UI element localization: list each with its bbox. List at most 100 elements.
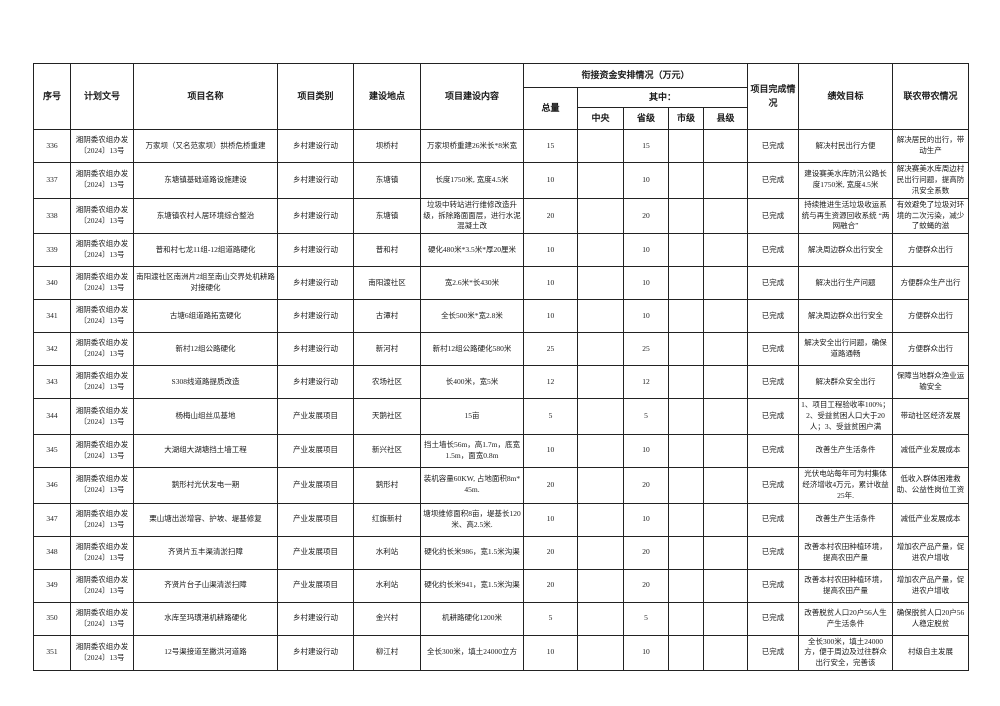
cell-farmer-linkage: 方便群众生产出行 — [892, 266, 970, 301]
table-row: 336 湘阴委农组办发〔2024〕13号 万家坝（又名范家坝）拱桥危桥重建 乡村… — [33, 129, 970, 163]
cell-project-category: 乡村建设行动 — [277, 129, 354, 163]
cell-total-amount: 5 — [523, 601, 578, 636]
cell-completion-status: 已完成 — [747, 601, 800, 636]
cell-provincial: 12 — [623, 365, 669, 400]
cell-completion-status: 已完成 — [747, 162, 800, 199]
cell-city — [668, 197, 704, 235]
cell-construction-content: 15亩 — [420, 398, 524, 435]
cell-farmer-linkage: 方便群众出行 — [892, 332, 970, 367]
cell-farmer-linkage: 减低产业发展成本 — [892, 433, 970, 468]
cell-performance-goal: 解决村民出行方便 — [798, 129, 894, 163]
cell-project-name: 12号渠接道至撇洪河道路 — [133, 634, 278, 672]
cell-performance-goal: 改善生产生活条件 — [798, 502, 894, 537]
cell-completion-status: 已完成 — [747, 129, 800, 163]
cell-farmer-linkage: 低收入群体困难救助、公益性岗位工资 — [892, 466, 970, 504]
cell-city — [668, 634, 704, 672]
cell-plan-doc-no: 湘阴委农组办发〔2024〕13号 — [70, 398, 134, 435]
cell-project-name: 齐贤片台子山渠清淤扫障 — [133, 568, 278, 603]
cell-project-category: 乡村建设行动 — [277, 601, 354, 636]
cell-project-category: 产业发展项目 — [277, 535, 354, 570]
cell-central — [577, 266, 624, 301]
cell-farmer-linkage: 减低产业发展成本 — [892, 502, 970, 537]
header-plan-doc-no: 计划文号 — [70, 63, 134, 130]
cell-construction-site: 水利站 — [353, 535, 421, 570]
cell-project-category: 乡村建设行动 — [277, 299, 354, 334]
cell-provincial: 10 — [623, 502, 669, 537]
table-row: 347 湘阴委农组办发〔2024〕13号 栗山塘出淤增容、护坡、堤基修复 产业发… — [33, 502, 970, 537]
cell-serial-no: 343 — [33, 365, 71, 400]
cell-plan-doc-no: 湘阴委农组办发〔2024〕13号 — [70, 197, 134, 235]
cell-project-category: 乡村建设行动 — [277, 197, 354, 235]
cell-plan-doc-no: 湘阴委农组办发〔2024〕13号 — [70, 266, 134, 301]
cell-county — [702, 502, 749, 537]
cell-total-amount: 10 — [523, 502, 578, 537]
header-total-amount: 总量 — [523, 87, 578, 130]
cell-project-name: 万家坝（又名范家坝）拱桥危桥重建 — [133, 129, 278, 163]
cell-serial-no: 342 — [33, 332, 71, 367]
cell-construction-site: 古潭村 — [353, 299, 421, 334]
cell-city — [668, 502, 704, 537]
cell-performance-goal: 改善生产生活条件 — [798, 433, 894, 468]
cell-provincial: 10 — [623, 233, 669, 268]
cell-provincial: 20 — [623, 466, 669, 504]
cell-construction-content: 塘坝维修面积8亩，堤基长120米、高2.5米. — [420, 502, 524, 537]
cell-city — [668, 266, 704, 301]
cell-county — [702, 233, 749, 268]
cell-completion-status: 已完成 — [747, 197, 800, 235]
cell-performance-goal: 解决出行生产问题 — [798, 266, 894, 301]
cell-central — [577, 365, 624, 400]
cell-provincial: 20 — [623, 535, 669, 570]
cell-county — [702, 266, 749, 301]
cell-central — [577, 502, 624, 537]
cell-performance-goal: 解决安全出行问题，确保道路通畅 — [798, 332, 894, 367]
cell-total-amount: 5 — [523, 398, 578, 435]
cell-construction-content: 宽2.6米*长430米 — [420, 266, 524, 301]
cell-completion-status: 已完成 — [747, 365, 800, 400]
cell-county — [702, 466, 749, 504]
cell-project-name: 鹅形村光伏发电一期 — [133, 466, 278, 504]
cell-farmer-linkage: 带动社区经济发展 — [892, 398, 970, 435]
cell-performance-goal: 全长300米，填土24000方，便于周边及过往群众出行安全，完善该 — [798, 634, 894, 672]
cell-city — [668, 398, 704, 435]
cell-central — [577, 233, 624, 268]
cell-project-category: 产业发展项目 — [277, 568, 354, 603]
cell-provincial: 10 — [623, 162, 669, 199]
cell-construction-site: 天鹅社区 — [353, 398, 421, 435]
cell-project-name: 东塘镇农村人居环境综合整治 — [133, 197, 278, 235]
cell-county — [702, 332, 749, 367]
cell-serial-no: 339 — [33, 233, 71, 268]
cell-total-amount: 15 — [523, 129, 578, 163]
cell-provincial: 10 — [623, 433, 669, 468]
cell-county — [702, 129, 749, 163]
cell-project-category: 乡村建设行动 — [277, 634, 354, 672]
cell-county — [702, 162, 749, 199]
cell-completion-status: 已完成 — [747, 233, 800, 268]
cell-total-amount: 20 — [523, 568, 578, 603]
cell-performance-goal: 光伏电站每年可为村集体经济增收4万元，累计收益25年. — [798, 466, 894, 504]
cell-farmer-linkage: 有效避免了垃圾对环境的二次污染，减少了蚊蝇的滋 — [892, 197, 970, 235]
cell-total-amount: 10 — [523, 266, 578, 301]
cell-completion-status: 已完成 — [747, 466, 800, 504]
cell-project-category: 产业发展项目 — [277, 502, 354, 537]
cell-county — [702, 299, 749, 334]
cell-farmer-linkage: 解决赛美水库周边村民出行问题，提高防汛安全系数 — [892, 162, 970, 199]
header-construction-content: 项目建设内容 — [420, 63, 524, 130]
table-row: 343 湘阴委农组办发〔2024〕13号 S308线道路提质改造 乡村建设行动 … — [33, 365, 970, 400]
cell-plan-doc-no: 湘阴委农组办发〔2024〕13号 — [70, 332, 134, 367]
cell-provincial: 15 — [623, 129, 669, 163]
cell-construction-site: 红旗新村 — [353, 502, 421, 537]
cell-plan-doc-no: 湘阴委农组办发〔2024〕13号 — [70, 299, 134, 334]
cell-farmer-linkage: 村级自主发展 — [892, 634, 970, 672]
header-funding-arrangement: 衔接资金安排情况（万元） — [522, 63, 749, 88]
header-county: 县级 — [702, 107, 749, 130]
cell-total-amount: 10 — [523, 299, 578, 334]
cell-central — [577, 197, 624, 235]
cell-city — [668, 233, 704, 268]
cell-provincial: 20 — [623, 568, 669, 603]
header-central: 中央 — [577, 107, 624, 130]
cell-project-name: 古塘6组道路拓宽硬化 — [133, 299, 278, 334]
cell-completion-status: 已完成 — [747, 568, 800, 603]
cell-construction-site: 鹅形村 — [353, 466, 421, 504]
cell-farmer-linkage: 解决居民的出行，带动生产 — [892, 129, 970, 163]
